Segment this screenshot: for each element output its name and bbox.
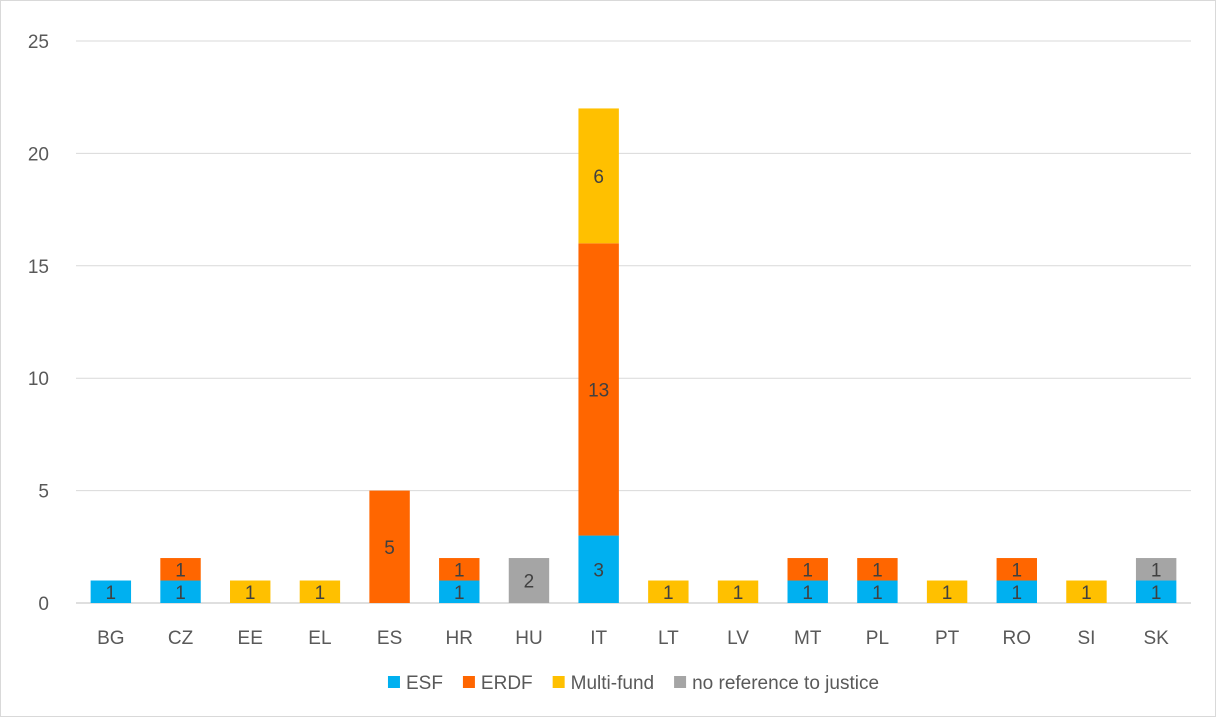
data-label: 5: [384, 538, 395, 559]
legend-label: ERDF: [481, 673, 533, 694]
data-label: 3: [593, 560, 604, 581]
y-tick-label: 20: [28, 144, 49, 165]
x-tick-label: EE: [238, 628, 263, 649]
bar-segment: [90, 580, 132, 603]
gridlines: [76, 40, 1191, 604]
bar-segment: [578, 535, 619, 603]
data-label: 1: [1151, 583, 1162, 604]
y-tick-label: 25: [28, 32, 49, 53]
x-tick-label: CZ: [168, 628, 194, 649]
bar-segment: [857, 580, 898, 603]
x-tick-label: ES: [377, 628, 402, 649]
x-tick-label: LV: [727, 628, 749, 649]
y-tick-label: 5: [38, 482, 49, 503]
data-label: 13: [588, 380, 609, 401]
bar-segment: [299, 580, 341, 603]
x-tick-label: BG: [97, 628, 124, 649]
x-tick-label: HU: [515, 628, 542, 649]
bar-segment: [787, 558, 828, 581]
data-label: 1: [802, 583, 813, 604]
y-tick-label: 10: [28, 369, 49, 390]
data-label: 1: [872, 560, 883, 581]
data-label: 1: [106, 583, 117, 604]
legend-label: no reference to justice: [692, 673, 879, 694]
data-label: 1: [802, 560, 813, 581]
bar-segment: [648, 580, 689, 603]
legend-item: ERDF: [462, 673, 533, 694]
bar-segment: [996, 580, 1037, 603]
x-axis: BG CZ EE EL ES HR HU IT LT LV MT PL PT RO SI SK: [97, 628, 1169, 649]
legend-label: Multi-fund: [571, 673, 654, 694]
data-label: 6: [593, 167, 604, 188]
data-label: 1: [1151, 560, 1162, 581]
bar-segment: [439, 580, 480, 603]
x-tick-label: IT: [590, 628, 607, 649]
legend-label: ESF: [406, 673, 443, 694]
bar-segment: [508, 558, 550, 603]
bar-segment: [369, 490, 410, 603]
x-tick-label: LT: [658, 628, 679, 649]
x-tick-label: RO: [1003, 628, 1032, 649]
bar-segment: [996, 558, 1037, 581]
data-label: 1: [175, 560, 186, 581]
data-label: 1: [1011, 583, 1022, 604]
bar-segment: [1066, 580, 1107, 603]
data-label: 1: [454, 583, 465, 604]
bar-segment: [578, 243, 619, 536]
data-label: 1: [872, 583, 883, 604]
x-tick-label: PL: [866, 628, 889, 649]
x-tick-label: SK: [1143, 628, 1169, 649]
data-label: 1: [315, 583, 326, 604]
bar-segment: [230, 580, 271, 603]
x-tick-label: SI: [1077, 628, 1095, 649]
bar-segment: [1135, 558, 1177, 581]
bar-segment: [1135, 580, 1177, 603]
y-tick-label: 15: [28, 257, 49, 278]
data-label: 2: [524, 572, 535, 593]
bar-segment: [857, 558, 898, 581]
y-tick-label: 0: [38, 594, 49, 615]
bar-segment: [787, 580, 828, 603]
data-label: 1: [175, 583, 186, 604]
data-label: 1: [1081, 583, 1092, 604]
legend-swatch: [674, 676, 687, 688]
x-tick-label: PT: [935, 628, 960, 649]
data-label: 1: [1011, 560, 1022, 581]
x-tick-label: MT: [794, 628, 822, 649]
legend-swatch: [552, 676, 565, 688]
legend-swatch: [462, 676, 475, 688]
bar-segment: [926, 580, 968, 603]
bar-segment: [717, 580, 759, 603]
data-label: 1: [733, 583, 744, 604]
bar-segment: [578, 108, 619, 244]
bar-segment: [160, 558, 201, 581]
data-label: 1: [245, 583, 256, 604]
legend: ESF ERDF Multi-fund no reference to justice: [387, 673, 879, 694]
bar-segment: [160, 580, 201, 603]
data-label: 1: [454, 560, 465, 581]
legend-item: no reference to justice: [674, 673, 879, 694]
data-label: 1: [942, 583, 953, 604]
y-axis-ticks: 0 5 10 15 20 25: [28, 32, 49, 615]
bar-segment: [439, 558, 480, 581]
x-tick-label: EL: [308, 628, 331, 649]
data-label: 1: [663, 583, 674, 604]
x-tick-label: HR: [446, 628, 473, 649]
legend-item: Multi-fund: [552, 673, 654, 694]
legend-swatch: [387, 676, 400, 688]
legend-item: ESF: [387, 673, 443, 694]
